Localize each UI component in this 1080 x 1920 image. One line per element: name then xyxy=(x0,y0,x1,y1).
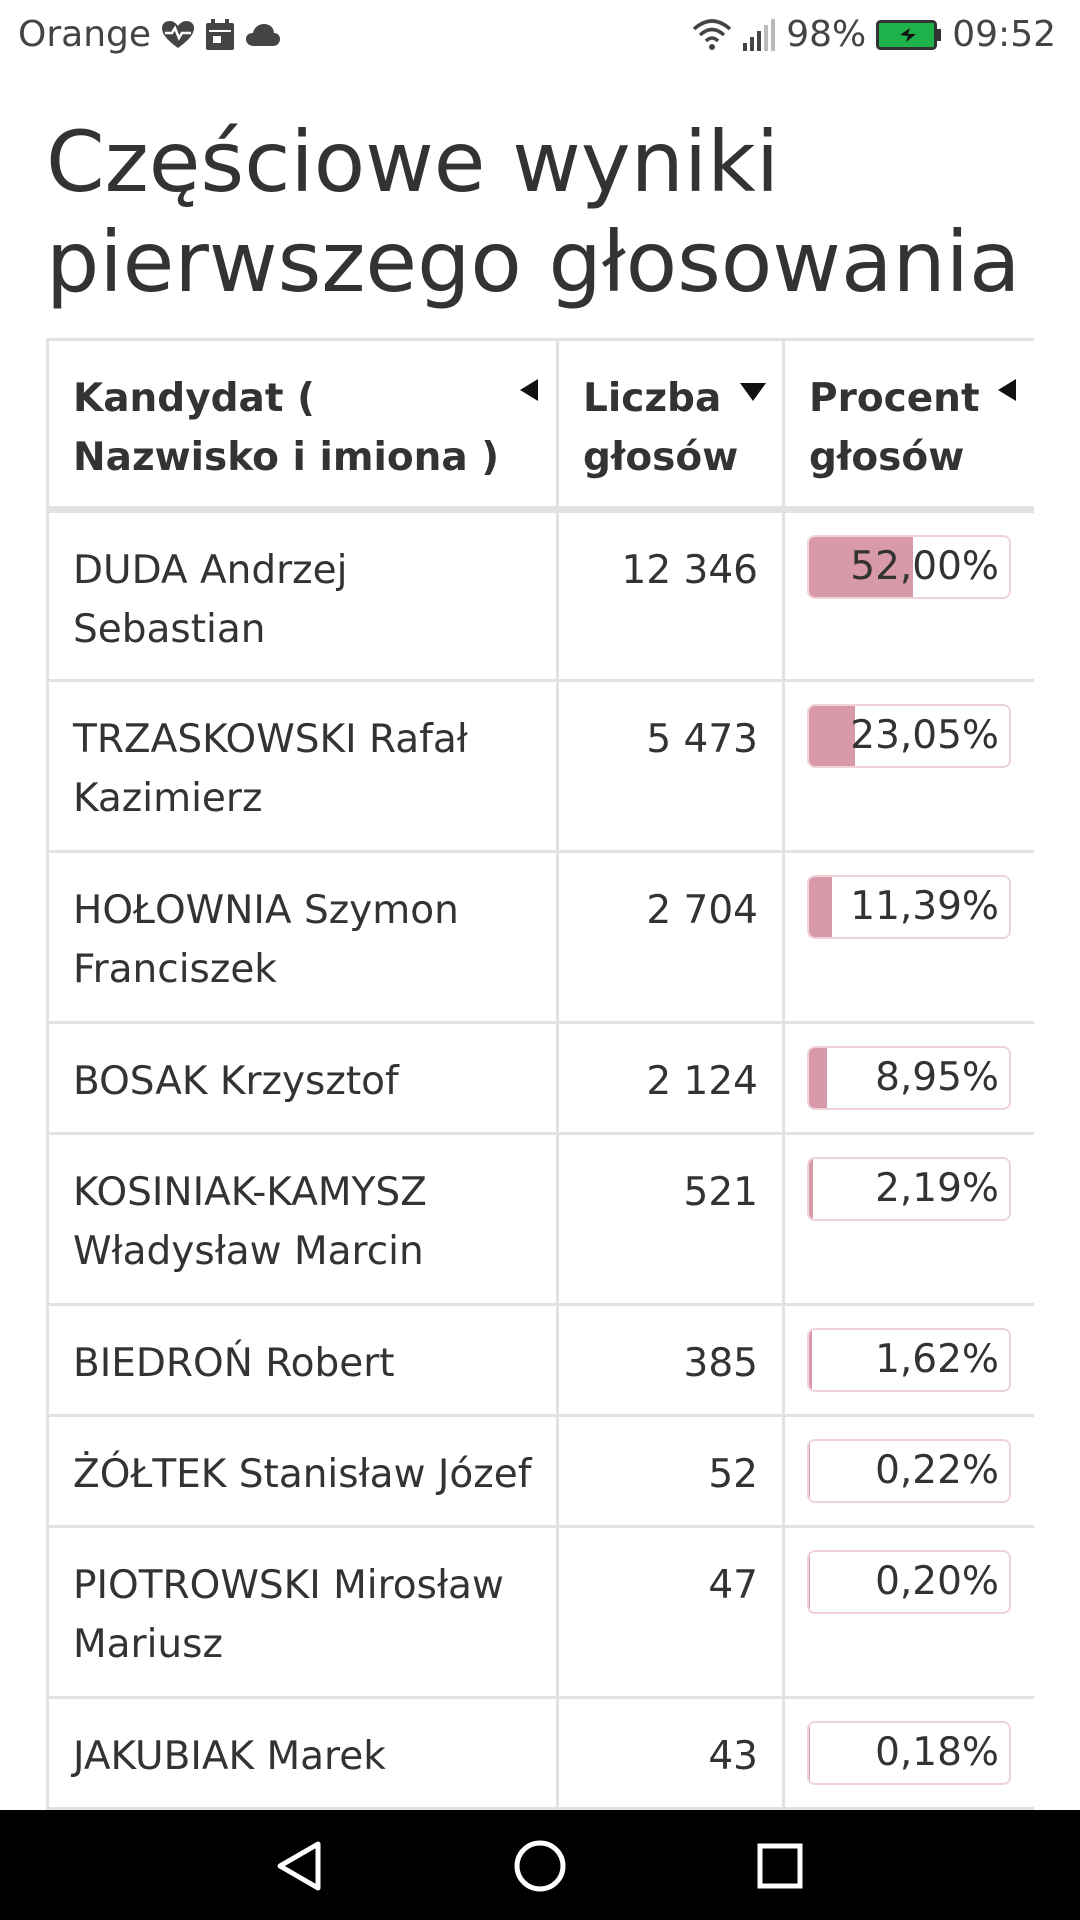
candidate-name: DUDA Andrzej Sebastian xyxy=(46,508,559,682)
percent-bar: 8,95% xyxy=(807,1046,1011,1110)
signal-icon xyxy=(742,18,776,51)
vote-count: 47 xyxy=(556,1525,785,1699)
status-bar: Orange 98% 09:52 xyxy=(0,0,1080,74)
sort-left-arrow-icon[interactable] xyxy=(998,359,1018,418)
recents-icon[interactable] xyxy=(752,1838,808,1894)
percent-bar-fill xyxy=(809,1159,814,1219)
percent-bar-fill xyxy=(809,1330,813,1390)
percent-bar-fill xyxy=(809,706,856,766)
cloud-icon xyxy=(245,23,281,47)
sort-left-arrow-icon[interactable] xyxy=(520,359,540,418)
percent-bar: 0,22% xyxy=(807,1439,1011,1503)
percent-bar: 0,18% xyxy=(807,1721,1011,1785)
percent-value: 23,05% xyxy=(850,713,999,758)
column-header-votes[interactable]: Liczba głosów xyxy=(556,338,785,513)
vote-percent-cell: 1,62% xyxy=(782,1303,1034,1417)
percent-bar: 0,20% xyxy=(807,1550,1011,1614)
table-row: PIOTROWSKI Mirosław Mariusz 47 0,20% xyxy=(46,1525,1034,1699)
candidate-name: BIEDROŃ Robert xyxy=(46,1303,559,1417)
table-row: ŻÓŁTEK Stanisław Józef 52 0,22% xyxy=(46,1414,1034,1528)
percent-value: 2,19% xyxy=(875,1166,999,1211)
vote-count: 5 473 xyxy=(556,679,785,853)
vote-count: 43 xyxy=(556,1696,785,1810)
candidate-name: KOSINIAK-KAMYSZ Władysław Marcin xyxy=(46,1132,559,1306)
percent-value: 0,22% xyxy=(875,1448,999,1493)
percent-value: 52,00% xyxy=(850,544,999,589)
vote-percent-cell: 8,95% xyxy=(782,1021,1034,1135)
percent-bar-fill xyxy=(809,1048,827,1108)
candidate-name: TRZASKOWSKI Rafał Kazimierz xyxy=(46,679,559,853)
candidate-name: PIOTROWSKI Mirosław Mariusz xyxy=(46,1525,559,1699)
carrier-name: Orange xyxy=(18,14,152,55)
vote-percent-cell: 11,39% xyxy=(782,850,1034,1024)
sort-down-arrow-icon[interactable] xyxy=(740,359,766,418)
back-icon[interactable] xyxy=(272,1838,328,1894)
home-icon[interactable] xyxy=(512,1838,568,1894)
table-row: TRZASKOWSKI Rafał Kazimierz 5 473 23,05% xyxy=(46,679,1034,853)
percent-bar: 2,19% xyxy=(807,1157,1011,1221)
page-title: Częściowe wyniki pierwszego głosowania xyxy=(46,113,1021,311)
percent-bar: 1,62% xyxy=(807,1328,1011,1392)
percent-value: 11,39% xyxy=(850,884,999,929)
percent-bar-fill xyxy=(809,877,832,937)
vote-percent-cell: 0,18% xyxy=(782,1696,1034,1810)
vote-count: 2 704 xyxy=(556,850,785,1024)
wifi-icon xyxy=(692,18,732,51)
column-header-label: Kandydat ( Nazwisko i imiona ) xyxy=(73,376,500,480)
candidate-name: BOSAK Krzysztof xyxy=(46,1021,559,1135)
vote-count: 385 xyxy=(556,1303,785,1417)
vote-count: 2 124 xyxy=(556,1021,785,1135)
status-bar-right: 98% 09:52 xyxy=(692,14,1056,55)
percent-value: 1,62% xyxy=(875,1337,999,1382)
battery-icon xyxy=(876,19,942,50)
vote-count: 12 346 xyxy=(556,508,785,682)
percent-bar: 52,00% xyxy=(807,535,1011,599)
vote-count: 521 xyxy=(556,1132,785,1306)
vote-percent-cell: 0,22% xyxy=(782,1414,1034,1528)
status-bar-left: Orange xyxy=(18,14,281,55)
table-row: HOŁOWNIA Szymon Franciszek 2 704 11,39% xyxy=(46,850,1034,1024)
heart-rate-icon xyxy=(161,20,195,50)
percent-value: 0,18% xyxy=(875,1730,999,1775)
column-header-candidate[interactable]: Kandydat ( Nazwisko i imiona ) xyxy=(46,338,559,513)
percent-bar: 11,39% xyxy=(807,875,1011,939)
percent-bar-fill xyxy=(809,537,913,597)
percent-bar: 23,05% xyxy=(807,704,1011,768)
table-row: BOSAK Krzysztof 2 124 8,95% xyxy=(46,1021,1034,1135)
column-header-label: Procent głosów xyxy=(809,376,980,480)
vote-percent-cell: 2,19% xyxy=(782,1132,1034,1306)
table-row: DUDA Andrzej Sebastian 12 346 52,00% xyxy=(46,508,1034,682)
vote-percent-cell: 23,05% xyxy=(782,679,1034,853)
table-row: BIEDROŃ Robert 385 1,62% xyxy=(46,1303,1034,1417)
candidate-name: HOŁOWNIA Szymon Franciszek xyxy=(46,850,559,1024)
vote-count: 52 xyxy=(556,1414,785,1528)
column-header-percent[interactable]: Procent głosów xyxy=(782,338,1034,513)
percent-value: 8,95% xyxy=(875,1055,999,1100)
table-header-row: Kandydat ( Nazwisko i imiona ) Liczba gł… xyxy=(46,338,1034,513)
results-table: Kandydat ( Nazwisko i imiona ) Liczba gł… xyxy=(46,338,1034,1810)
candidate-name: JAKUBIAK Marek xyxy=(46,1696,559,1810)
results-table-container[interactable]: Kandydat ( Nazwisko i imiona ) Liczba gł… xyxy=(46,338,1034,1810)
candidate-name: ŻÓŁTEK Stanisław Józef xyxy=(46,1414,559,1528)
column-header-label: Liczba głosów xyxy=(583,376,739,480)
calendar-icon xyxy=(205,18,235,51)
table-row: JAKUBIAK Marek 43 0,18% xyxy=(46,1696,1034,1810)
battery-percent: 98% xyxy=(786,14,867,55)
navigation-bar xyxy=(0,1810,1080,1920)
vote-percent-cell: 52,00% xyxy=(782,508,1034,682)
table-row: KOSINIAK-KAMYSZ Władysław Marcin 521 2,19% xyxy=(46,1132,1034,1306)
clock: 09:52 xyxy=(952,14,1056,55)
vote-percent-cell: 0,20% xyxy=(782,1525,1034,1699)
percent-value: 0,20% xyxy=(875,1559,999,1604)
